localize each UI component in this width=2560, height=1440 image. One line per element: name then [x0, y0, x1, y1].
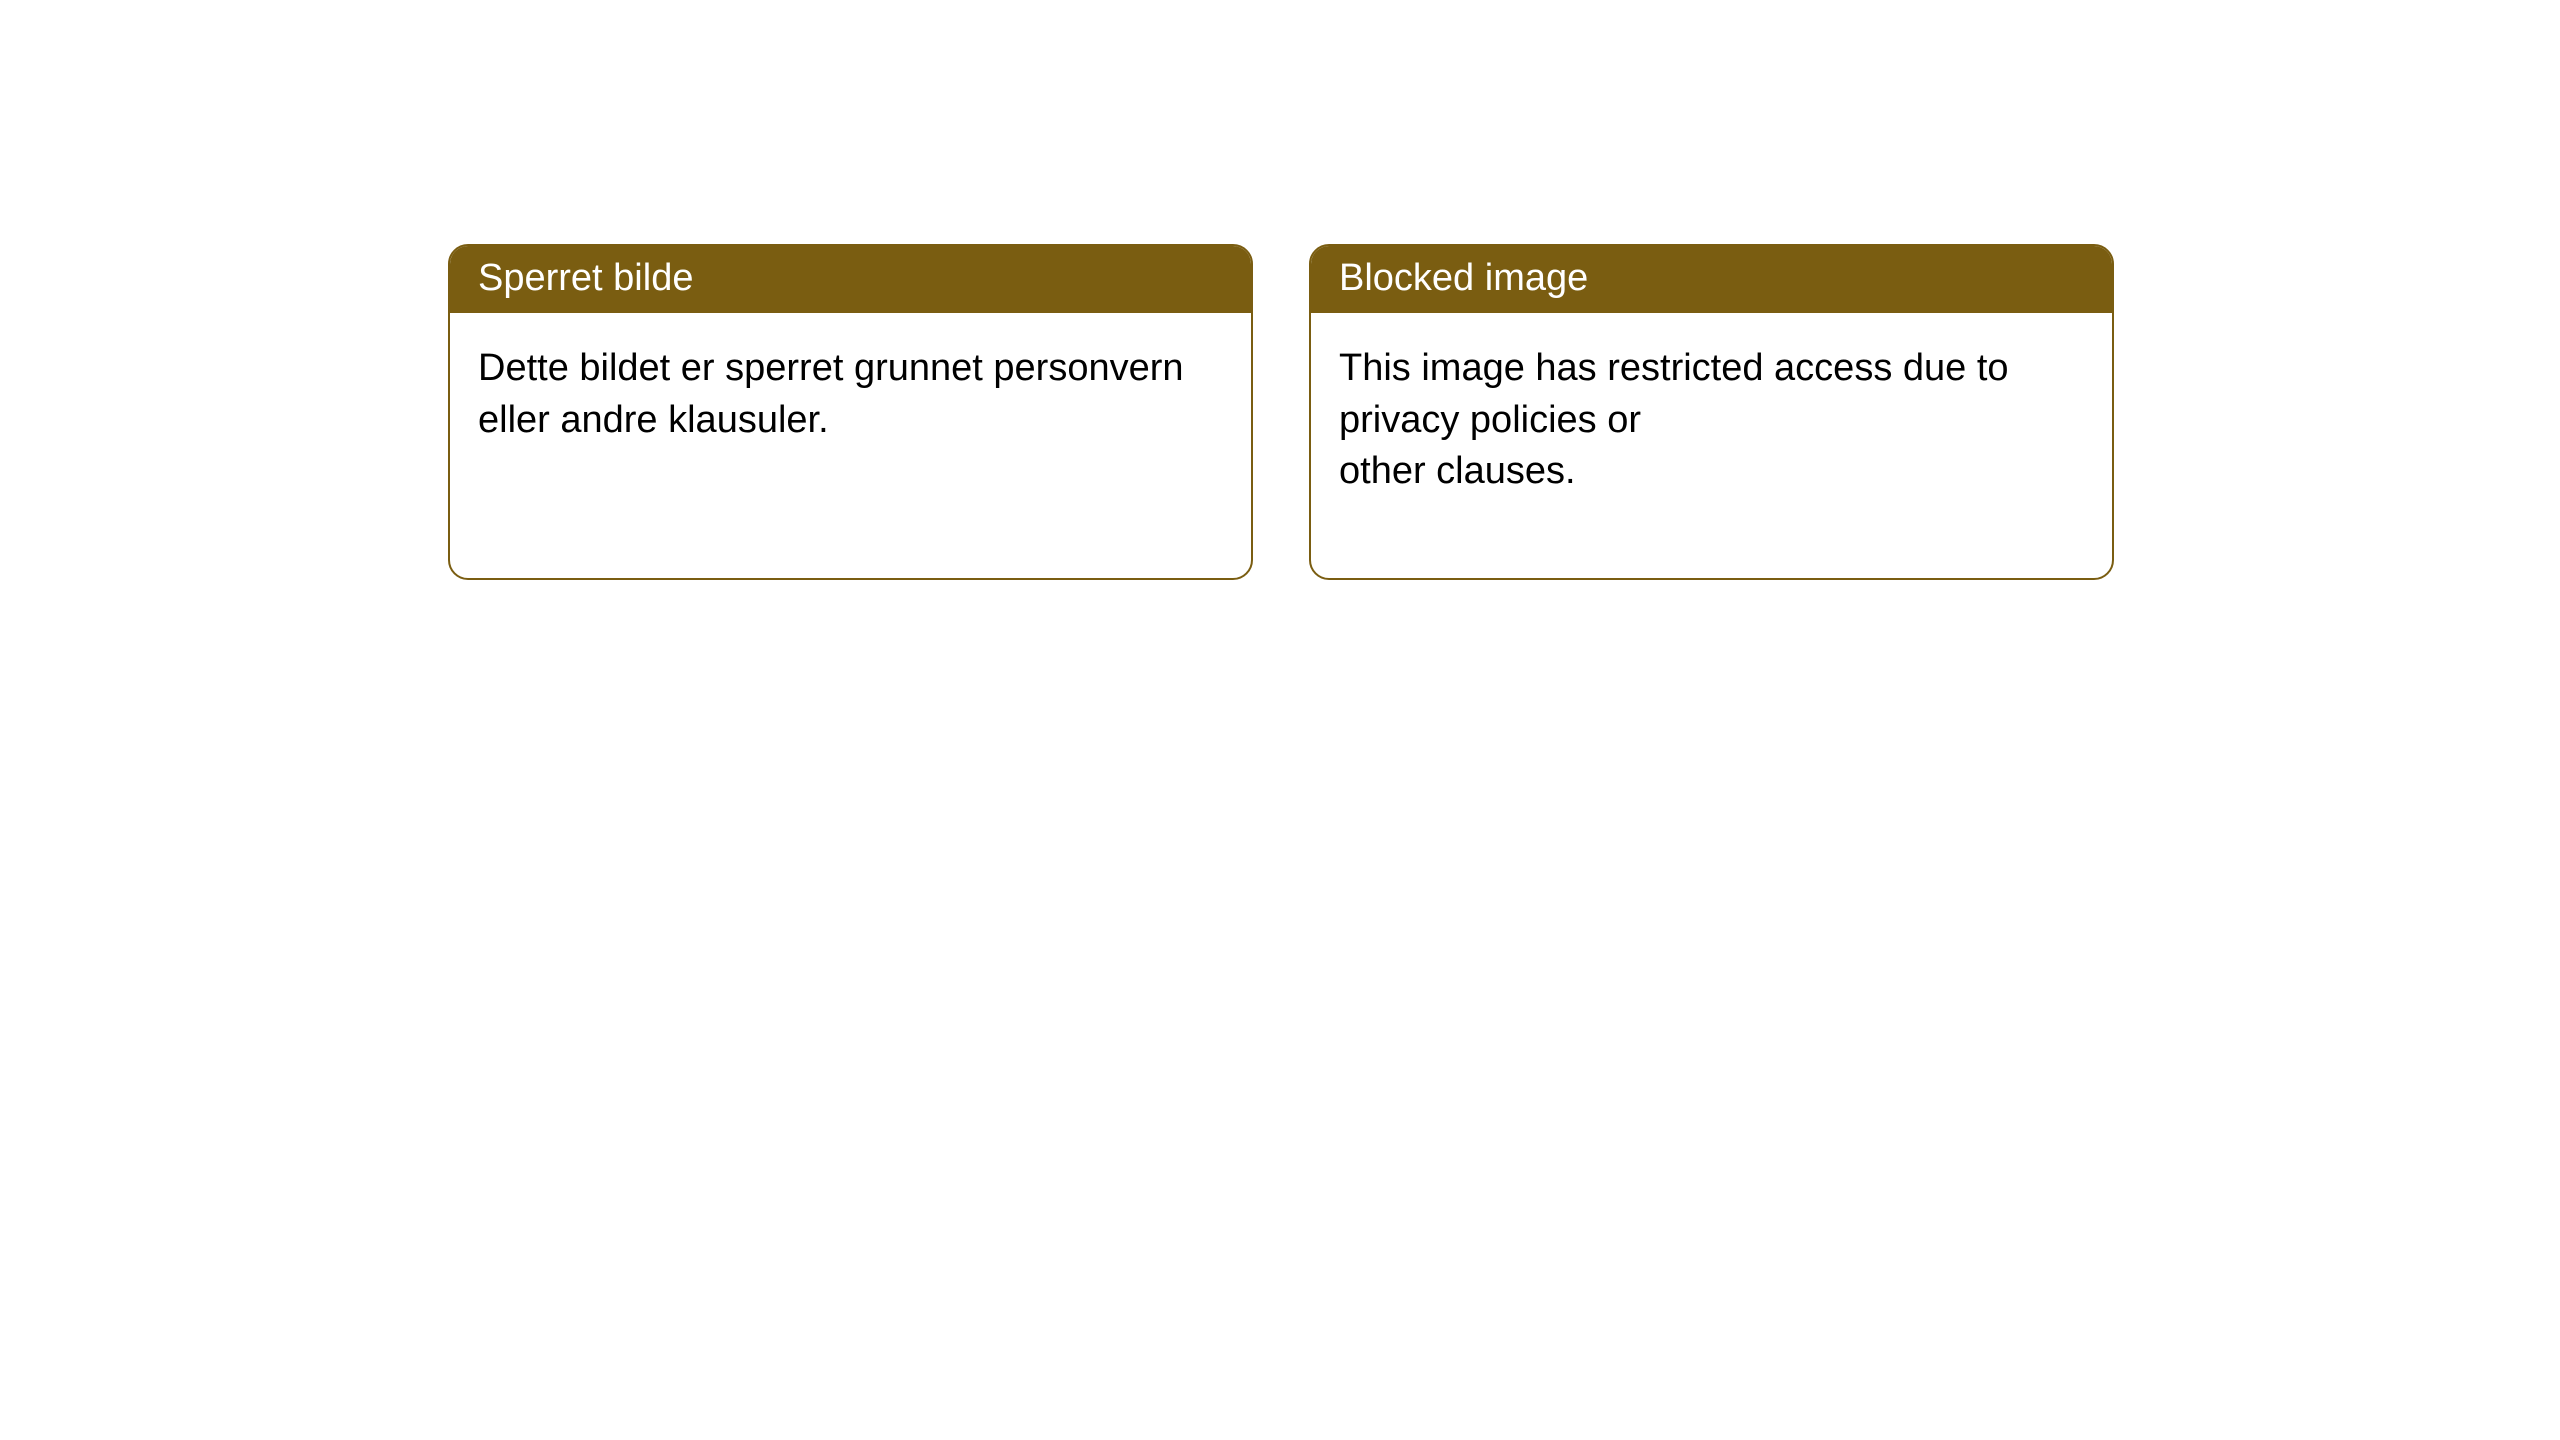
notice-container: Sperret bilde Dette bildet er sperret gr… — [0, 0, 2560, 580]
blocked-image-card-norwegian: Sperret bilde Dette bildet er sperret gr… — [448, 244, 1253, 580]
blocked-image-card-english: Blocked image This image has restricted … — [1309, 244, 2114, 580]
card-body: Dette bildet er sperret grunnet personve… — [450, 313, 1251, 476]
card-body: This image has restricted access due to … — [1311, 313, 2112, 527]
card-title: Blocked image — [1311, 246, 2112, 313]
card-title: Sperret bilde — [450, 246, 1251, 313]
